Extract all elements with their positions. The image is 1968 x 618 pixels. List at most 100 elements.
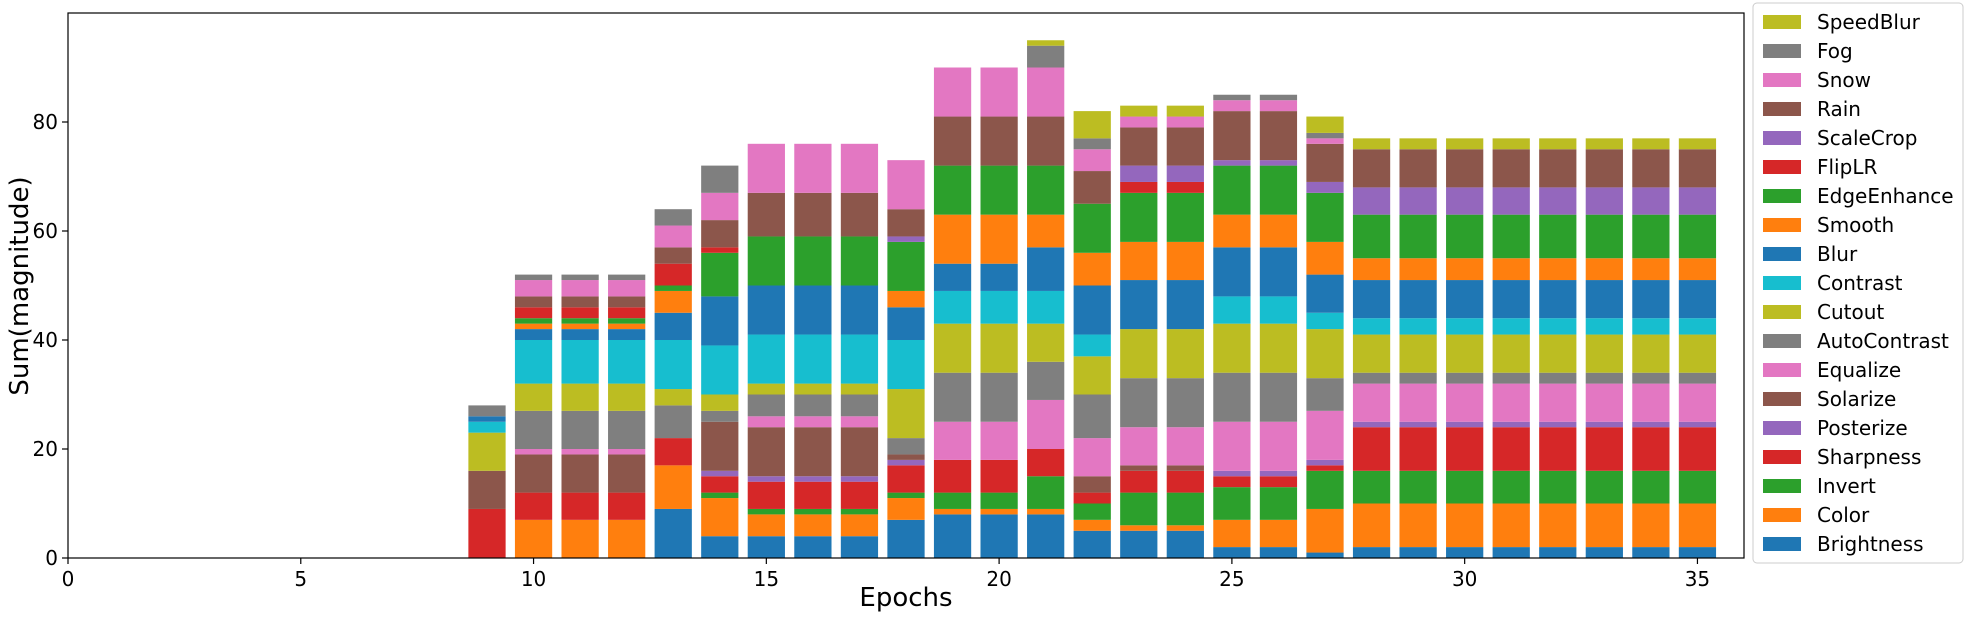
- bar-segment: [514, 296, 553, 308]
- bar-segment: [887, 307, 925, 340]
- bar-segment: [1259, 487, 1298, 520]
- bar-segment: [1585, 258, 1623, 281]
- bar-segment: [468, 421, 506, 433]
- bar-segment: [1306, 132, 1344, 139]
- bar-segment: [1678, 383, 1717, 422]
- bar-segment: [794, 236, 832, 286]
- y-axis: 0 20 40 60 80: [33, 110, 68, 570]
- bar-segment: [1352, 187, 1391, 215]
- legend-label: SpeedBlur: [1817, 10, 1921, 34]
- bar-segment: [1120, 329, 1158, 379]
- bar-segment: [1213, 94, 1251, 101]
- bar-segment: [1166, 241, 1204, 281]
- bar-segment: [1352, 214, 1391, 259]
- bar-segment: [794, 508, 832, 515]
- bar-segment: [1306, 459, 1344, 466]
- bar-segment: [1678, 258, 1717, 281]
- bar-segment: [1585, 503, 1623, 548]
- bar-segment: [840, 508, 879, 515]
- bar-segment: [1446, 372, 1484, 384]
- bar-segment: [1352, 421, 1391, 428]
- bar-segment: [1678, 334, 1717, 373]
- bar-segment: [1678, 421, 1717, 428]
- bar-segment: [980, 514, 1018, 558]
- legend-swatch: [1763, 305, 1801, 319]
- bar-segment: [1446, 149, 1484, 188]
- legend-swatch: [1763, 131, 1801, 145]
- bar-segment: [980, 165, 1018, 215]
- bar-segment: [1446, 470, 1484, 504]
- bar-segment: [1306, 378, 1344, 411]
- bar-segment: [701, 498, 739, 537]
- bar-segment: [1073, 394, 1111, 439]
- bar-segment: [933, 372, 972, 422]
- bar-segment: [1120, 470, 1158, 493]
- bar-segment: [1399, 334, 1437, 373]
- bar-segment: [1632, 334, 1670, 373]
- bar-segment: [608, 519, 646, 558]
- bar-segment: [1213, 519, 1251, 548]
- bar-segment: [887, 465, 925, 493]
- bar-segment: [747, 334, 785, 384]
- bar-segment: [1678, 427, 1717, 471]
- legend-label: AutoContrast: [1817, 329, 1949, 353]
- bar-segment: [1678, 470, 1717, 504]
- bar-segment: [794, 334, 832, 384]
- bar-segment: [1306, 192, 1344, 242]
- bar-segment: [747, 416, 785, 428]
- x-tick-label: 10: [521, 567, 546, 591]
- bar-segment: [1539, 470, 1577, 504]
- bar-segment: [1399, 372, 1437, 384]
- bar-segment: [608, 383, 646, 411]
- x-axis-title: Epochs: [859, 583, 952, 613]
- bar-segment: [608, 410, 646, 449]
- bar-segment: [1632, 421, 1670, 428]
- bar-segment: [747, 536, 785, 558]
- bar-segment: [1399, 421, 1437, 428]
- bar-segment: [747, 476, 785, 482]
- bar-segment: [980, 67, 1018, 117]
- legend-label: ScaleCrop: [1817, 126, 1918, 150]
- bar-segment: [1539, 503, 1577, 548]
- bar-segment: [1539, 187, 1577, 215]
- bar-segment: [1166, 530, 1204, 558]
- y-tick-label: 80: [33, 110, 58, 134]
- bar-segment: [608, 492, 646, 520]
- bar-segment: [1213, 247, 1251, 297]
- bar-segment: [1073, 252, 1111, 286]
- bar-segment: [1399, 503, 1437, 548]
- x-tick-label: 0: [62, 567, 75, 591]
- bar-segment: [1632, 187, 1670, 215]
- bar-segment: [887, 498, 925, 520]
- legend-swatch: [1763, 218, 1801, 232]
- bar-segment: [1352, 318, 1391, 335]
- x-tick-label: 5: [294, 567, 307, 591]
- legend-swatch: [1763, 73, 1801, 87]
- bar-segment: [1259, 214, 1298, 248]
- bar-segment: [654, 340, 692, 390]
- bar-segment: [1492, 427, 1530, 471]
- bar-segment: [514, 307, 553, 319]
- bar-segment: [1120, 492, 1158, 526]
- bar-segment: [1585, 427, 1623, 471]
- bar-segment: [1492, 470, 1530, 504]
- bar-segment: [1492, 372, 1530, 384]
- bar-segment: [1352, 280, 1391, 319]
- bar-segment: [887, 209, 925, 237]
- bar-segment: [1446, 280, 1484, 319]
- bar-segment: [1120, 280, 1158, 330]
- bar-segment: [933, 421, 972, 460]
- bar-segment: [1027, 290, 1065, 324]
- bar-segment: [561, 307, 599, 319]
- bar-segment: [1399, 427, 1437, 471]
- bar-segment: [794, 192, 832, 237]
- bar-segment: [561, 318, 599, 324]
- bar-segment: [1120, 127, 1158, 166]
- bar-segment: [1446, 503, 1484, 548]
- legend-swatch: [1763, 247, 1801, 261]
- bar-segment: [1446, 427, 1484, 471]
- bar-segment: [1539, 383, 1577, 422]
- legend-label: Fog: [1817, 39, 1853, 63]
- bar-segment: [794, 285, 832, 335]
- plot-frame: [67, 12, 1745, 559]
